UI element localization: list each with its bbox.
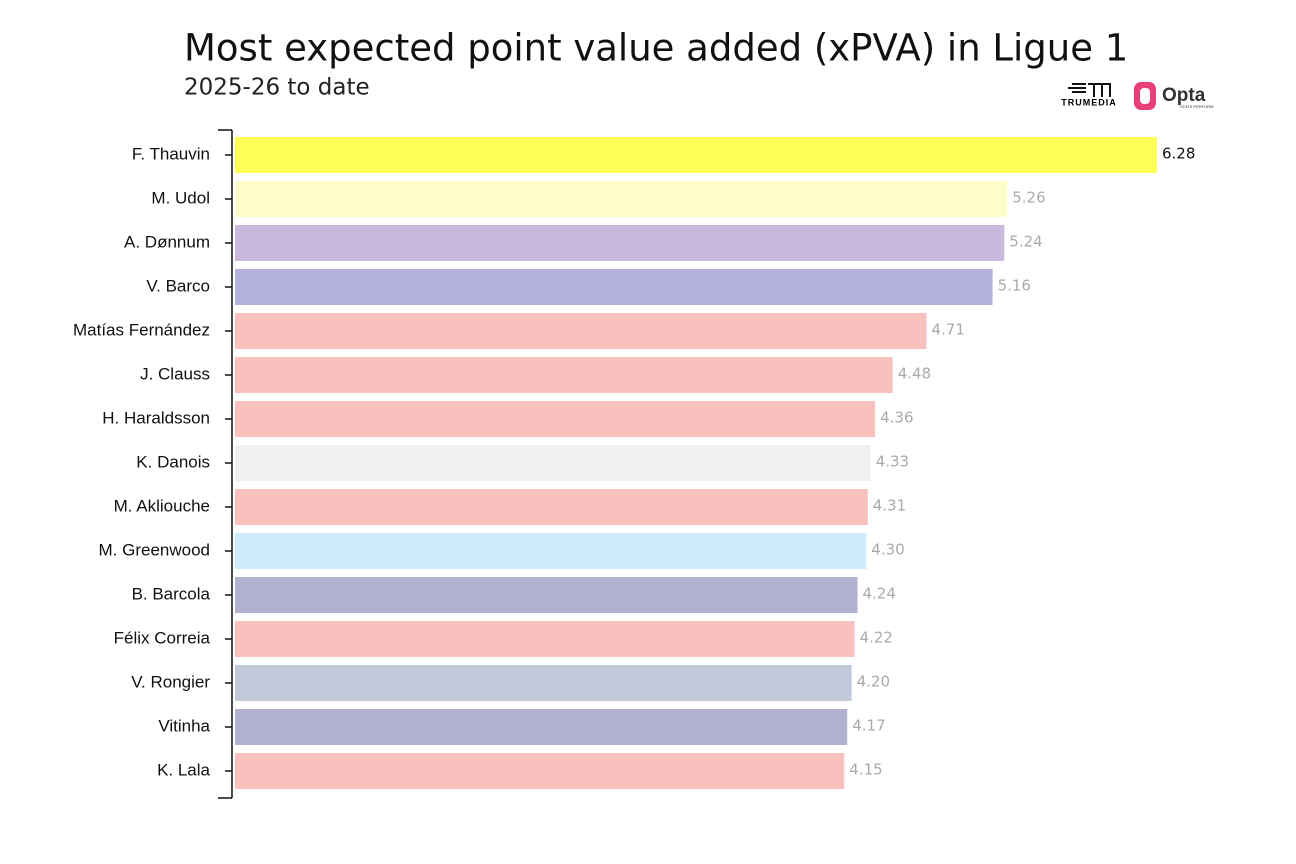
bar	[235, 269, 993, 305]
value-label: 4.15	[849, 761, 882, 779]
y-tick-label: Vitinha	[158, 716, 210, 735]
bar	[235, 225, 1005, 261]
bar	[235, 137, 1157, 173]
opta-text: Opta	[1162, 85, 1206, 106]
y-tick-label: A. Dønnum	[124, 232, 210, 251]
bar	[235, 445, 871, 481]
bar	[235, 709, 848, 745]
value-label: 4.17	[852, 717, 885, 735]
opta-sub: STATS PERFORM	[1180, 104, 1213, 109]
value-label: 4.20	[857, 673, 890, 691]
y-tick-label: Matías Fernández	[73, 320, 210, 339]
opta-logo: Opta STATS PERFORM	[1134, 82, 1213, 110]
trumedia-logo: TRUMEDIA	[1061, 83, 1117, 107]
bar	[235, 577, 858, 613]
y-tick-label: F. Thauvin	[132, 144, 210, 163]
bar	[235, 621, 855, 657]
value-label: 5.16	[998, 277, 1031, 295]
y-tick-label: B. Barcola	[132, 584, 211, 603]
value-label: 4.30	[871, 541, 904, 559]
chart-title: Most expected point value added (xPVA) i…	[184, 27, 1128, 70]
bar	[235, 489, 868, 525]
y-tick-label: K. Danois	[136, 452, 210, 471]
y-tick-label: V. Rongier	[131, 672, 210, 691]
y-tick-label: M. Udol	[151, 188, 210, 207]
y-tick-label: V. Barco	[146, 276, 210, 295]
y-tick-label: Félix Correia	[114, 628, 211, 647]
bar	[235, 665, 852, 701]
y-tick-label: M. Akliouche	[114, 496, 210, 515]
opta-icon-hole	[1140, 88, 1150, 104]
y-tick-label: H. Haraldsson	[102, 408, 210, 427]
bar	[235, 401, 876, 437]
value-label: 4.33	[876, 453, 909, 471]
trumedia-icon	[1068, 83, 1111, 97]
value-label: 4.48	[898, 365, 931, 383]
trumedia-text: TRUMEDIA	[1061, 97, 1117, 107]
bar	[235, 313, 927, 349]
bar	[235, 357, 893, 393]
bar	[235, 181, 1008, 217]
value-label: 4.24	[862, 585, 895, 603]
y-tick-label: K. Lala	[157, 760, 210, 779]
y-tick-label: J. Clauss	[140, 364, 210, 383]
bar	[235, 533, 867, 569]
value-label: 5.24	[1009, 233, 1042, 251]
value-label: 4.22	[860, 629, 893, 647]
value-label: 6.28	[1162, 145, 1195, 163]
value-label: 4.31	[873, 497, 906, 515]
value-label: 5.26	[1012, 189, 1045, 207]
bar	[235, 753, 845, 789]
chart-subtitle: 2025-26 to date	[184, 75, 370, 101]
y-tick-label: M. Greenwood	[99, 540, 211, 559]
value-label: 4.71	[932, 321, 965, 339]
value-label: 4.36	[880, 409, 913, 427]
